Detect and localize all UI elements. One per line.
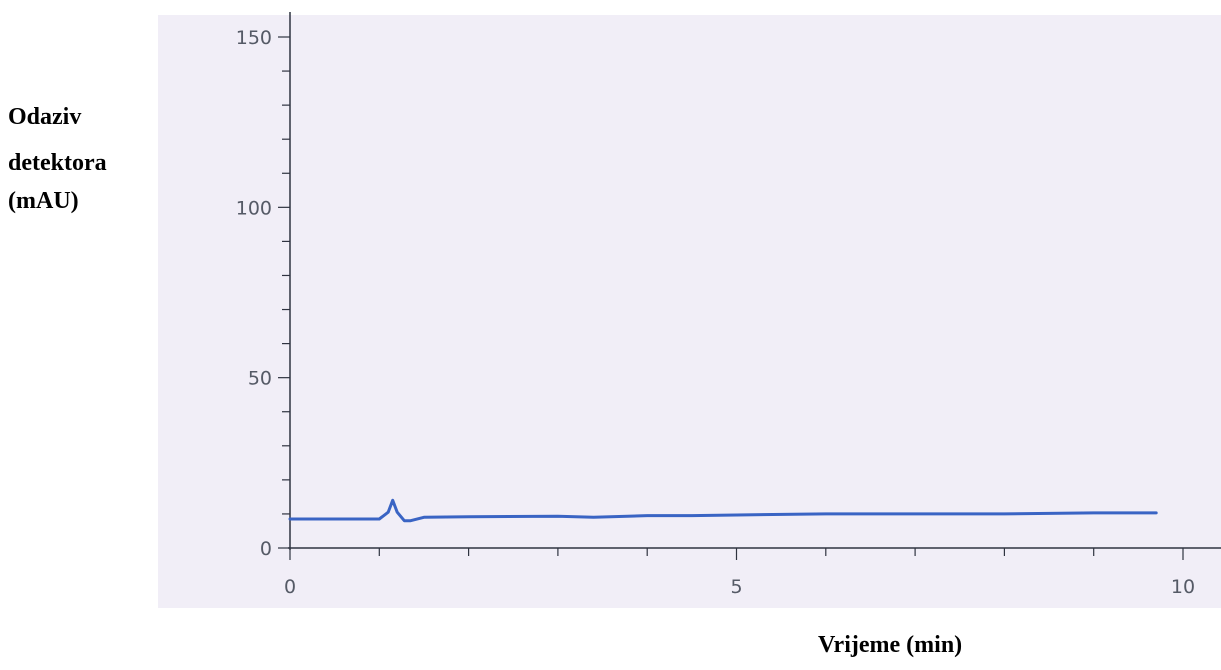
y-tick-label: 0 (260, 538, 272, 560)
x-tick-label: 10 (1171, 576, 1195, 598)
y-axis-label-line-1: Odaziv (8, 104, 82, 130)
x-tick-label: 5 (730, 576, 742, 598)
y-tick-label: 150 (236, 27, 272, 49)
x-tick-label: 0 (284, 576, 296, 598)
y-tick-label: 100 (236, 197, 272, 219)
series-line-0 (288, 498, 1158, 523)
y-axis-label-line-2: detektora (8, 150, 107, 176)
plot-panel (158, 15, 1221, 608)
series-layer (288, 498, 1158, 523)
tick-marks (278, 36, 1184, 560)
y-axis-label-line-3: (mAU) (8, 188, 79, 214)
axes (288, 12, 1221, 550)
x-axis-label: Vrijeme (min) (818, 632, 963, 658)
y-tick-label: 50 (248, 368, 272, 390)
tick-labels: 0 50 100 150 0 5 10 (236, 27, 1195, 598)
